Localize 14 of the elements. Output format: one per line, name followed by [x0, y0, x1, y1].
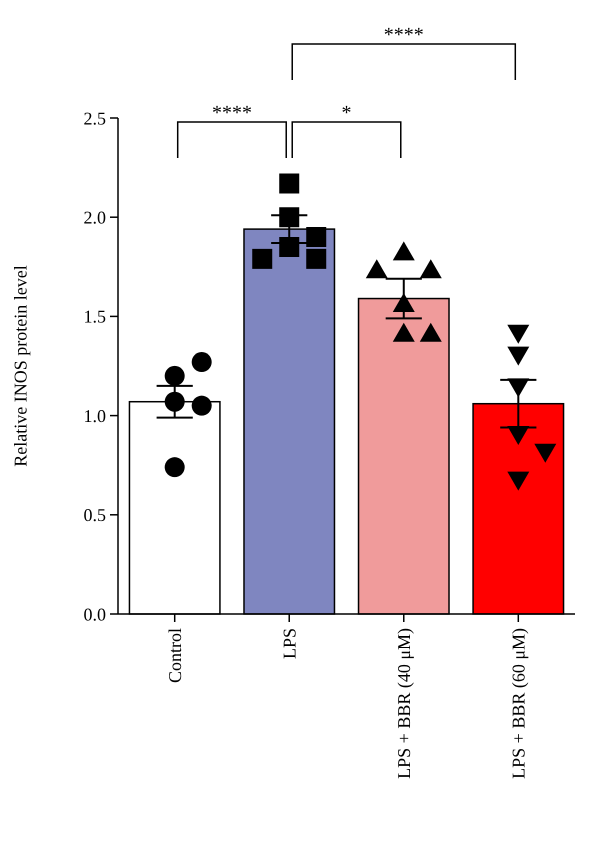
y-tick-label: 2.0 — [84, 208, 106, 228]
y-axis-title: Relative INOS protein level — [10, 265, 30, 467]
x-tick-label: LPS + BBR (40 μM) — [394, 628, 414, 779]
x-tick-label: LPS — [280, 628, 300, 660]
y-tick-label: 2.5 — [84, 108, 106, 128]
x-tick-label: LPS + BBR (60 μM) — [508, 628, 529, 779]
x-tick-label: Control — [164, 628, 185, 684]
text: **** — [384, 24, 424, 46]
y-tick-label: 1.5 — [84, 306, 106, 327]
y-tick-label: 1.0 — [84, 406, 106, 426]
y-tick-label: 0.0 — [84, 604, 106, 624]
annotation: **** — [212, 102, 252, 124]
y-tick-label: 0.5 — [84, 505, 106, 526]
annotation: * — [342, 102, 352, 124]
